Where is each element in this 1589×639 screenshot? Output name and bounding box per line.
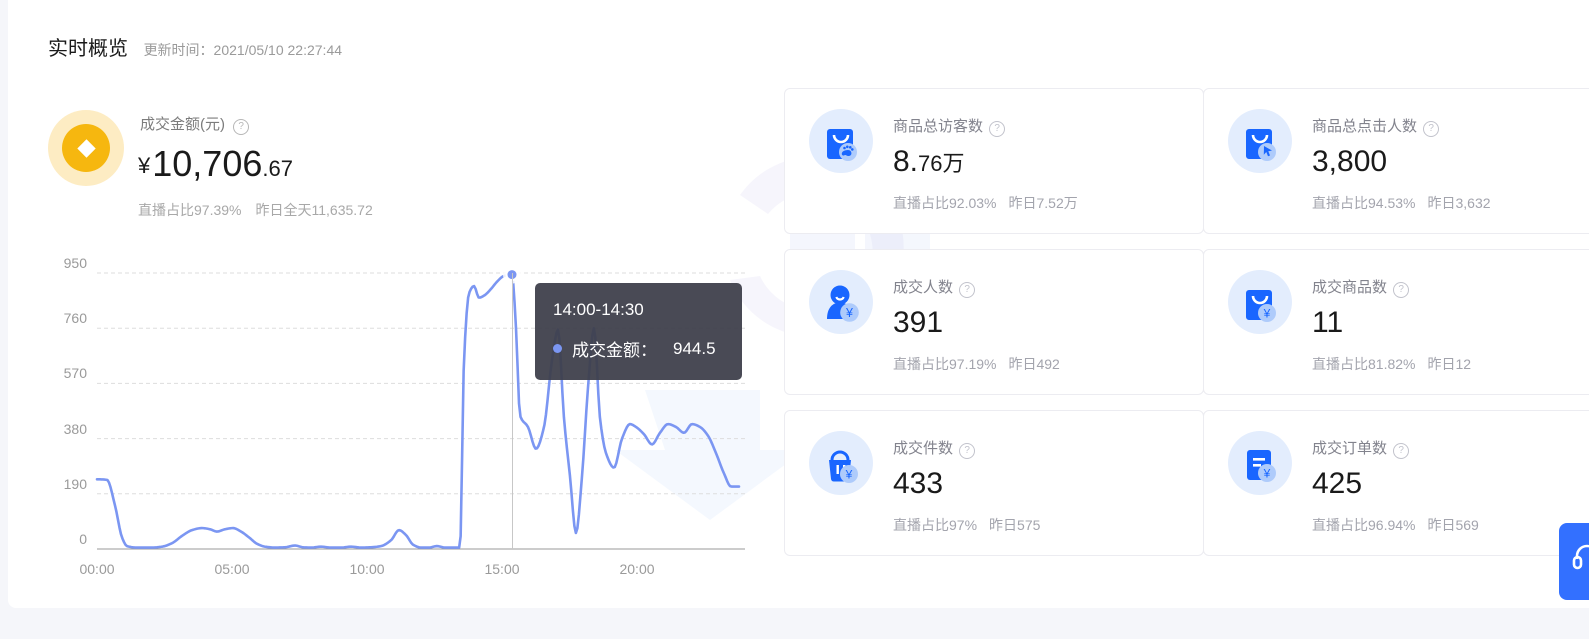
svg-text:¥: ¥ — [845, 306, 853, 320]
svg-text:¥: ¥ — [845, 468, 853, 482]
svg-text:¥: ¥ — [1263, 467, 1271, 481]
svg-text:¥: ¥ — [1263, 307, 1271, 321]
